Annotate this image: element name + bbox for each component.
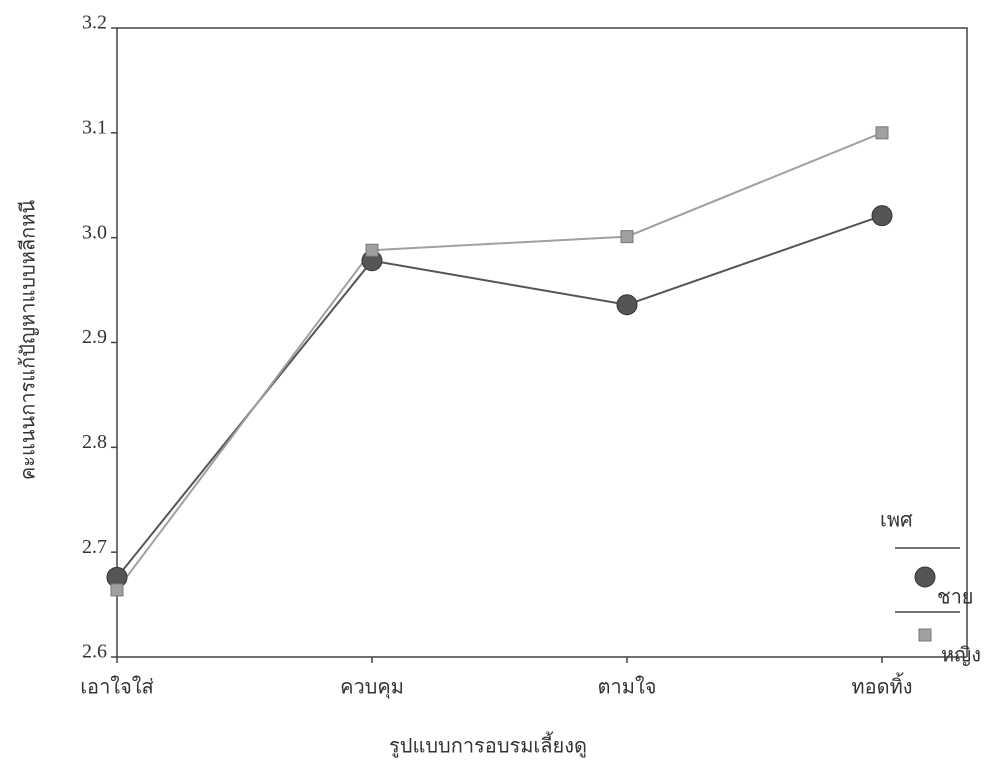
y-axis-label: คะแนนการแก้ปัญหาแบบหลีกหนี [18, 200, 40, 481]
legend-label: ชาย [937, 587, 974, 609]
point [616, 294, 638, 316]
y-tick-label: 2.7 [82, 536, 107, 558]
y-tick-label: 3.2 [82, 12, 107, 34]
x-tick-label: ควบคุม [340, 677, 404, 700]
series-line [116, 131, 883, 591]
point [110, 583, 124, 597]
point [871, 205, 893, 227]
y-tick-label: 3.0 [82, 221, 107, 243]
x-tick-label: ตามใจ [598, 676, 657, 699]
series-line [116, 214, 883, 578]
legend-marker [918, 628, 932, 642]
y-tick-label: 2.6 [82, 641, 107, 663]
point [620, 230, 634, 244]
x-axis-label: รูปแบบการอบรมเลี้ยงดู [389, 732, 587, 759]
legend-label: หญิง [941, 645, 981, 667]
y-tick-label: 2.8 [82, 431, 107, 453]
y-tick-label: 3.1 [82, 116, 107, 138]
legend-title: เพศ [880, 510, 913, 532]
plot-frame [116, 27, 968, 657]
x-tick-label: ทอดทิ้ง [851, 673, 912, 699]
legend-marker [914, 566, 936, 588]
point [365, 243, 379, 257]
x-tick-label: เอาใจใส่ [80, 676, 154, 699]
y-tick-label: 2.9 [82, 326, 107, 348]
point [875, 126, 889, 140]
